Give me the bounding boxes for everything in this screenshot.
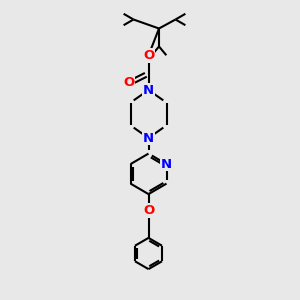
Text: N: N	[143, 83, 154, 97]
Text: O: O	[123, 76, 135, 89]
Text: N: N	[161, 158, 172, 171]
Text: O: O	[143, 204, 154, 217]
Text: O: O	[143, 49, 154, 62]
Text: N: N	[143, 131, 154, 145]
